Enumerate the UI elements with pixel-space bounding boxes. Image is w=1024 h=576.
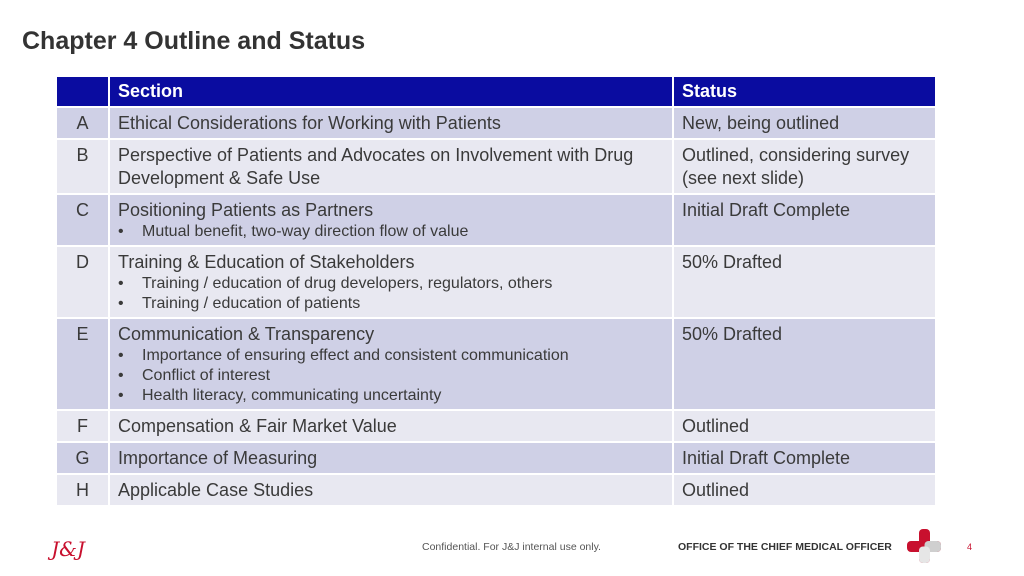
row-section: Applicable Case Studies [108, 473, 674, 507]
row-letter: B [55, 138, 110, 195]
bullet-item: • Training / education of drug developers… [118, 274, 664, 294]
bullet-text: Importance of ensuring effect and consis… [142, 347, 569, 364]
bullet-item: • Health literacy, communicating uncertai… [118, 386, 664, 406]
section-title: Compensation & Fair Market Value [118, 416, 397, 436]
row-letter: A [55, 106, 110, 140]
table-row: G Importance of Measuring Initial Draft Co… [55, 441, 937, 475]
row-status: Outlined [672, 473, 937, 507]
row-section: Compensation & Fair Market Value [108, 409, 674, 443]
header-status: Status [672, 75, 937, 108]
row-status: Outlined [672, 409, 937, 443]
row-letter: H [55, 473, 110, 507]
table-row: D Training & Education of Stakeholders • Tr… [55, 245, 937, 319]
bullet-item: • Training / education of patients [118, 294, 664, 314]
row-status: 50% Drafted [672, 245, 937, 319]
bullet-text: Health literacy, communicating uncertain… [142, 387, 442, 404]
section-title: Perspective of Patients and Advocates on… [118, 145, 634, 188]
outline-table: Section Status A Ethical Considerations f… [55, 75, 937, 507]
bullet-item: • Conflict of interest [118, 366, 664, 386]
section-title: Positioning Patients as Partners [118, 200, 374, 220]
bullet-icon: • [118, 387, 124, 404]
row-section: Perspective of Patients and Advocates on… [108, 138, 674, 195]
bullet-text: Training / education of patients [142, 295, 361, 312]
bullet-icon: • [118, 223, 124, 240]
row-section: Positioning Patients as Partners • Mutual … [108, 193, 674, 247]
row-section: Importance of Measuring [108, 441, 674, 475]
row-letter: F [55, 409, 110, 443]
section-bullets: • Mutual benefit, two-way direction flow … [118, 222, 664, 242]
page-title: Chapter 4 Outline and Status [22, 27, 366, 55]
row-letter: E [55, 317, 110, 411]
bullet-text: Mutual benefit, two-way direction flow o… [142, 223, 469, 240]
confidential-notice: Confidential. For J&J internal use only. [422, 541, 601, 553]
section-title: Ethical Considerations for Working with … [118, 113, 501, 133]
bullet-text: Conflict of interest [142, 367, 271, 384]
row-section: Ethical Considerations for Working with … [108, 106, 674, 140]
row-status: New, being outlined [672, 106, 937, 140]
table-row: F Compensation & Fair Market Value Outline… [55, 409, 937, 443]
table-row: A Ethical Considerations for Working with… [55, 106, 937, 140]
row-status: Initial Draft Complete [672, 441, 937, 475]
table-row: B Perspective of Patients and Advocates o… [55, 138, 937, 195]
header-section: Section [108, 75, 674, 108]
bullet-icon: • [118, 295, 124, 312]
bullet-item: • Mutual benefit, two-way direction flow … [118, 222, 664, 242]
table-row: H Applicable Case Studies Outlined [55, 473, 937, 507]
row-status: Initial Draft Complete [672, 193, 937, 247]
row-status: Outlined, considering survey (see next s… [672, 138, 937, 195]
bullet-icon: • [118, 275, 124, 292]
row-section: Training & Education of Stakeholders • Tra… [108, 245, 674, 319]
table-row: C Positioning Patients as Partners • Mutual… [55, 193, 937, 247]
table-row: E Communication & Transparency • Importance… [55, 317, 937, 411]
section-title: Importance of Measuring [118, 448, 318, 468]
row-letter: C [55, 193, 110, 247]
page-number: 4 [967, 542, 973, 552]
row-section: Communication & Transparency • Importance … [108, 317, 674, 411]
bullet-text: Training / education of drug developers,… [142, 275, 553, 292]
office-label: OFFICE OF THE CHIEF MEDICAL OFFICER [678, 541, 892, 553]
row-status: 50% Drafted [672, 317, 937, 411]
bullet-icon: • [118, 367, 124, 384]
row-letter: G [55, 441, 110, 475]
section-title: Communication & Transparency [118, 324, 375, 344]
bullet-item: • Importance of ensuring effect and consi… [118, 346, 664, 366]
row-letter: D [55, 245, 110, 319]
jnj-logo: J&J [47, 537, 86, 561]
section-title: Training & Education of Stakeholders [118, 252, 415, 272]
header-letter [55, 75, 110, 108]
section-bullets: • Importance of ensuring effect and consi… [118, 346, 664, 406]
section-title: Applicable Case Studies [118, 480, 314, 500]
bullet-icon: • [118, 347, 124, 364]
table-header-row: Section Status [55, 75, 937, 108]
medical-cross-icon [907, 529, 941, 563]
section-bullets: • Training / education of drug developers… [118, 274, 664, 314]
jnj-logo-text: J&J [47, 537, 86, 561]
